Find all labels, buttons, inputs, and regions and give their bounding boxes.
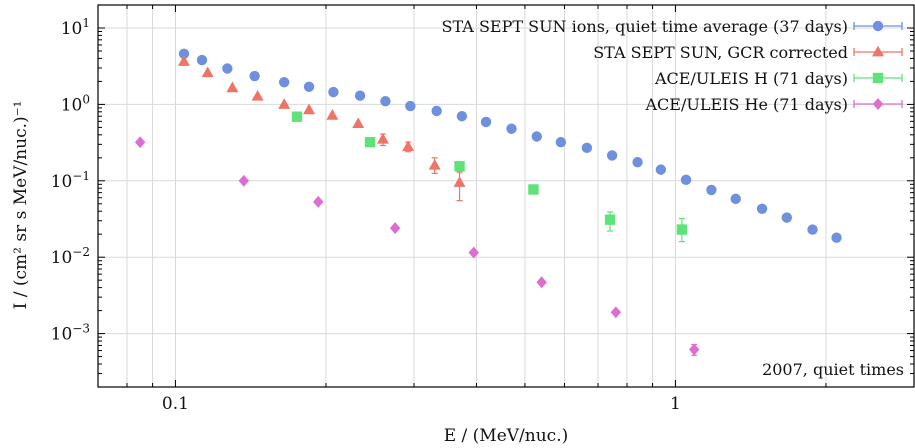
data-point bbox=[226, 81, 239, 93]
data-point bbox=[352, 117, 365, 129]
data-point bbox=[405, 100, 416, 112]
legend-marker bbox=[872, 98, 884, 110]
annotation-text: 2007, quiet times bbox=[762, 360, 904, 379]
legend-marker bbox=[872, 45, 884, 57]
plot-frame bbox=[97, 4, 915, 388]
data-point bbox=[581, 142, 593, 154]
data-point bbox=[354, 90, 366, 101]
data-point bbox=[453, 176, 466, 187]
data-point bbox=[606, 150, 618, 161]
data-point bbox=[807, 224, 818, 235]
data-point bbox=[249, 70, 260, 82]
data-point bbox=[756, 203, 768, 215]
data-point bbox=[222, 63, 233, 74]
series-1 bbox=[178, 48, 842, 243]
legend-label: ACE/ULEIS H (71 days) bbox=[654, 69, 848, 88]
data-point bbox=[134, 136, 146, 149]
legend-entry-1: STA SEPT SUN ions, quiet time average (3… bbox=[442, 17, 903, 36]
data-point bbox=[688, 343, 700, 356]
grid bbox=[97, 5, 915, 387]
data-point bbox=[291, 111, 303, 122]
data-point bbox=[238, 174, 250, 187]
series-2 bbox=[177, 55, 466, 202]
data-point bbox=[428, 158, 441, 170]
data-point bbox=[531, 131, 542, 142]
data-point bbox=[632, 157, 643, 168]
y-tick-label: 10−3 bbox=[51, 322, 90, 345]
data-point bbox=[177, 55, 190, 66]
data-point bbox=[781, 212, 792, 223]
series-3 bbox=[291, 111, 688, 243]
legend-marker bbox=[872, 20, 884, 32]
data-point bbox=[528, 184, 539, 195]
data-point bbox=[251, 89, 264, 101]
data-point bbox=[506, 123, 517, 134]
data-point bbox=[555, 137, 567, 148]
data-point bbox=[831, 232, 842, 243]
data-point bbox=[328, 86, 339, 98]
data-point bbox=[655, 164, 667, 175]
data-point bbox=[196, 54, 208, 66]
data-point bbox=[730, 193, 741, 205]
data-point bbox=[456, 111, 468, 122]
x-tick-labels: 0.1 1 bbox=[162, 394, 681, 414]
data-point bbox=[326, 109, 339, 120]
legend: STA SEPT SUN ions, quiet time average (3… bbox=[442, 17, 903, 114]
legend-entry-4: ACE/ULEIS He (71 days) bbox=[645, 95, 903, 114]
data-point bbox=[454, 161, 465, 172]
data-point bbox=[536, 276, 547, 289]
data-point bbox=[376, 132, 389, 144]
series-4 bbox=[134, 136, 700, 356]
data-point bbox=[364, 137, 376, 148]
data-point bbox=[610, 306, 622, 319]
legend-label: STA SEPT SUN ions, quiet time average (3… bbox=[442, 17, 848, 36]
data-point bbox=[389, 222, 401, 235]
y-tick-label: 100 bbox=[61, 92, 90, 115]
y-tick-label: 10−2 bbox=[51, 245, 90, 268]
data-point bbox=[278, 98, 291, 109]
data-point bbox=[201, 66, 214, 78]
legend-label: STA SEPT SUN, GCR corrected bbox=[593, 43, 848, 62]
data-point bbox=[303, 81, 315, 92]
x-tick-label: 0.1 bbox=[162, 394, 189, 414]
data-point bbox=[468, 246, 479, 259]
data-point bbox=[431, 105, 442, 117]
legend-entry-2: STA SEPT SUN, GCR corrected bbox=[593, 43, 903, 62]
x-axis-label: E / (MeV/nuc.) bbox=[444, 426, 569, 446]
x-tick-label: 1 bbox=[670, 394, 681, 414]
y-tick-label: 10−1 bbox=[51, 169, 90, 192]
data-point bbox=[278, 77, 290, 88]
data-points bbox=[134, 48, 842, 356]
data-point bbox=[402, 140, 415, 152]
legend-label: ACE/ULEIS He (71 days) bbox=[645, 95, 849, 114]
data-point bbox=[680, 174, 692, 186]
y-tick-labels: 101 100 10−1 10−2 10−3 bbox=[51, 16, 90, 345]
data-point bbox=[303, 103, 316, 115]
data-point bbox=[604, 214, 616, 225]
axis-ticks bbox=[97, 4, 915, 388]
data-point bbox=[480, 116, 492, 128]
data-point bbox=[380, 96, 391, 107]
y-tick-label: 101 bbox=[61, 16, 90, 39]
data-point bbox=[178, 48, 190, 59]
legend-entry-3: ACE/ULEIS H (71 days) bbox=[654, 69, 903, 88]
legend-marker bbox=[872, 72, 884, 84]
y-axis-label: I / (cm² sr s MeV/nuc.)⁻¹ bbox=[11, 101, 31, 310]
data-point bbox=[313, 195, 324, 208]
data-point bbox=[676, 224, 688, 235]
data-point bbox=[706, 184, 717, 196]
